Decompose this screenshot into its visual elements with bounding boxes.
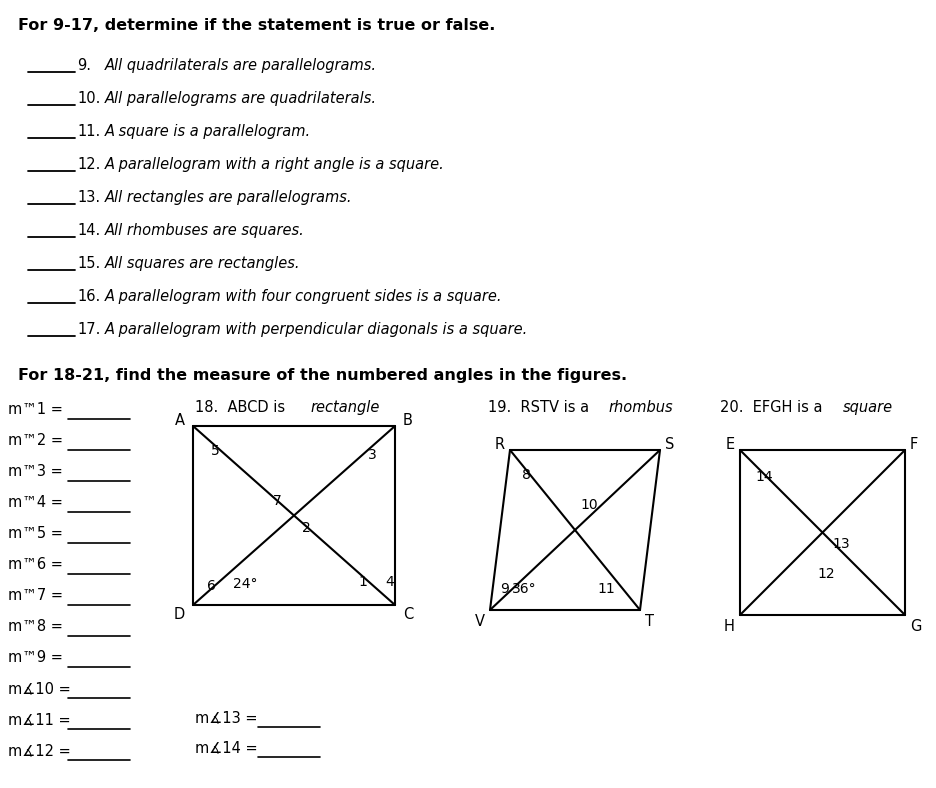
Text: m™3 =: m™3 =: [8, 464, 63, 479]
Text: T: T: [644, 614, 653, 629]
Text: 8: 8: [521, 468, 531, 482]
Text: 6: 6: [207, 579, 215, 593]
Text: m∡11 =: m∡11 =: [8, 712, 70, 727]
Text: 3: 3: [368, 448, 376, 462]
Text: All quadrilaterals are parallelograms.: All quadrilaterals are parallelograms.: [105, 58, 376, 73]
Text: 12.: 12.: [77, 157, 100, 172]
Text: m™8 =: m™8 =: [8, 619, 63, 634]
Text: 18.  ABCD is: 18. ABCD is: [195, 400, 289, 415]
Text: For 18-21, find the measure of the numbered angles in the figures.: For 18-21, find the measure of the numbe…: [18, 368, 626, 383]
Text: 11: 11: [596, 582, 614, 596]
Text: 1: 1: [358, 575, 367, 589]
Text: 5: 5: [211, 444, 220, 458]
Text: All squares are rectangles.: All squares are rectangles.: [105, 256, 300, 271]
Text: 24°: 24°: [233, 577, 257, 591]
Text: m™9 =: m™9 =: [8, 650, 63, 665]
Text: E: E: [725, 437, 734, 452]
Text: C: C: [402, 607, 413, 622]
Text: G: G: [909, 619, 920, 634]
Text: m™1 =: m™1 =: [8, 402, 63, 417]
Text: 14.: 14.: [77, 223, 100, 238]
Text: For 9-17, determine if the statement is true or false.: For 9-17, determine if the statement is …: [18, 18, 495, 33]
Text: H: H: [724, 619, 734, 634]
Text: V: V: [475, 614, 485, 629]
Text: m∡13 =: m∡13 =: [195, 710, 257, 725]
Text: 11.: 11.: [77, 124, 100, 139]
Text: F: F: [909, 437, 917, 452]
Text: All parallelograms are quadrilaterals.: All parallelograms are quadrilaterals.: [105, 91, 376, 106]
Text: A parallelogram with perpendicular diagonals is a square.: A parallelogram with perpendicular diago…: [105, 322, 528, 337]
Text: All rhombuses are squares.: All rhombuses are squares.: [105, 223, 304, 238]
Text: D: D: [173, 607, 184, 622]
Text: 12: 12: [816, 567, 834, 582]
Text: 13.: 13.: [77, 190, 100, 205]
Text: B: B: [402, 413, 413, 428]
Text: 20.  EFGH is a: 20. EFGH is a: [719, 400, 826, 415]
Text: rhombus: rhombus: [607, 400, 672, 415]
Text: square: square: [842, 400, 892, 415]
Text: m™4 =: m™4 =: [8, 495, 63, 510]
Text: 10.: 10.: [77, 91, 100, 106]
Text: A parallelogram with a right angle is a square.: A parallelogram with a right angle is a …: [105, 157, 445, 172]
Text: 15.: 15.: [77, 256, 100, 271]
Text: S: S: [665, 437, 674, 452]
Text: m∡14 =: m∡14 =: [195, 740, 257, 755]
Text: 36°: 36°: [511, 582, 536, 596]
Text: 9.: 9.: [77, 58, 91, 73]
Text: m∡10 =: m∡10 =: [8, 681, 71, 696]
Text: 14: 14: [754, 470, 772, 484]
Text: A: A: [175, 413, 184, 428]
Text: All rectangles are parallelograms.: All rectangles are parallelograms.: [105, 190, 352, 205]
Text: m∡12 =: m∡12 =: [8, 743, 71, 758]
Text: 19.  RSTV is a: 19. RSTV is a: [488, 400, 593, 415]
Text: m™2 =: m™2 =: [8, 433, 63, 448]
Text: A parallelogram with four congruent sides is a square.: A parallelogram with four congruent side…: [105, 289, 502, 304]
Text: A square is a parallelogram.: A square is a parallelogram.: [105, 124, 311, 139]
Text: 2: 2: [301, 521, 311, 534]
Text: 16.: 16.: [77, 289, 100, 304]
Text: 7: 7: [273, 493, 282, 507]
Text: m™5 =: m™5 =: [8, 526, 63, 541]
Text: 13: 13: [831, 537, 849, 552]
Text: 9: 9: [500, 582, 508, 596]
Text: m™6 =: m™6 =: [8, 557, 63, 572]
Text: 4: 4: [385, 575, 393, 589]
Text: 10: 10: [579, 498, 597, 512]
Text: m™7 =: m™7 =: [8, 588, 63, 603]
Text: R: R: [494, 437, 505, 452]
Text: rectangle: rectangle: [310, 400, 379, 415]
Text: 17.: 17.: [77, 322, 100, 337]
